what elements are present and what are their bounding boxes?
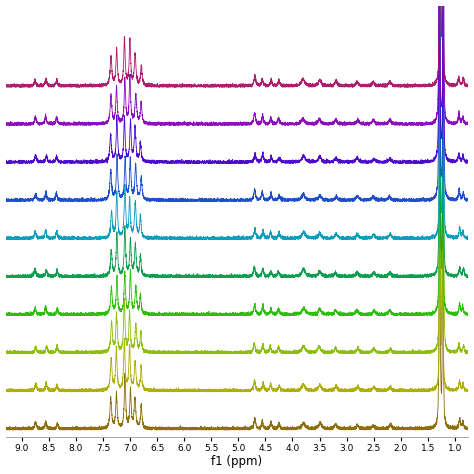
X-axis label: f1 (ppm): f1 (ppm)	[211, 456, 263, 468]
